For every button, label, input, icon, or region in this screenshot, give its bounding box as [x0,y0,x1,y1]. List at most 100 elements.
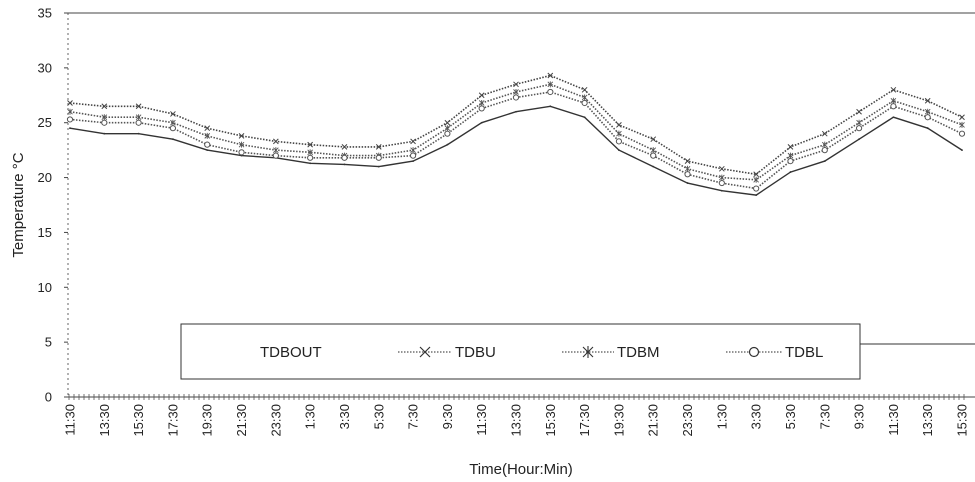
x-tick-label: 19:30 [611,404,626,437]
data-point-tdbm [101,114,108,121]
data-point-tdbm [238,141,245,148]
data-point-tdbm [616,130,622,137]
data-point-tdbout [652,165,655,168]
legend-label-tdbout: TDBOUT [260,344,322,361]
data-point-tdbm [547,81,554,88]
data-point-tdbu [650,136,657,143]
data-point-tdbout [343,163,346,166]
data-point-tdbu [959,114,965,121]
data-point-tdbl [272,152,279,159]
data-point-tdbl [512,94,520,101]
data-point-tdbl [615,138,623,145]
data-point-tdbu [170,111,176,117]
x-tick-label: 13:30 [97,404,112,437]
data-point-tdbl [135,119,142,126]
data-point-tdbl [169,125,177,132]
data-point-tdbout [618,149,620,152]
y-tick-label: 10 [38,280,52,295]
y-axis-title: Temperature °C [10,152,27,257]
y-tick-label: 0 [45,390,52,405]
data-point-tdbu [135,103,142,110]
data-point-tdbout [446,143,449,146]
data-point-tdbout [69,127,71,130]
data-point-tdbu [444,119,451,126]
data-point-tdbout [549,105,552,108]
data-point-tdbm [856,119,862,126]
legend-label-tdbl: TDBL [785,344,823,361]
x-tick-label: 15:30 [543,404,558,437]
x-tick-label: 5:30 [783,404,798,429]
data-point-tdbout [686,182,689,184]
data-point-tdbout [137,132,140,135]
data-point-tdbout [892,116,895,119]
y-tick-label: 35 [38,6,52,21]
data-point-tdbm [273,147,279,154]
data-point-tdbm [684,165,691,172]
data-point-tdbl [581,99,588,107]
data-point-tdbm [135,114,142,121]
legend-marker-tdbm-star-icon [582,346,594,358]
data-point-tdbu [856,108,862,115]
data-point-tdbl [66,116,74,123]
x-tick-label: 13:30 [920,404,935,437]
data-point-tdbl [101,119,108,126]
data-point-tdbout [926,127,929,130]
data-point-tdbout [858,138,860,141]
data-point-tdbm [478,99,485,106]
data-point-tdbl [787,158,794,165]
data-point-tdbu [821,130,828,137]
legend-label-tdbu: TDBU [455,344,496,361]
data-point-tdbl [890,103,897,110]
x-tick-label: 23:30 [268,404,283,437]
data-point-tdbm [821,141,828,148]
data-point-tdbout [583,116,586,119]
x-tick-label: 7:30 [406,404,421,429]
data-point-tdbu [238,133,245,139]
data-point-tdbout [961,149,963,152]
data-point-tdbl [375,154,382,161]
x-tick-label: 11:30 [63,404,78,436]
data-point-tdbu [410,138,416,145]
data-point-tdbout [515,110,517,113]
data-point-tdbm [890,97,897,104]
data-point-tdbu [684,158,691,164]
data-point-tdbm [410,147,416,154]
x-tick-label: 3:30 [749,404,764,429]
data-point-tdbu [924,97,931,104]
series-layer [66,72,966,197]
data-point-tdbl [478,105,485,112]
data-point-tdbout [755,194,758,197]
x-tick-label: 21:30 [646,404,661,437]
legend-marker-tdbu-x-icon [419,346,431,358]
data-point-tdbm [753,176,759,183]
data-point-tdbu [67,100,73,106]
data-point-tdbl [924,114,931,121]
x-axis-ticks: 11:30 13:30 15:30 17:30 19:30 21:30 23:30 1:30 3… [63,394,970,437]
data-point-tdbu [718,165,725,172]
data-point-tdbu [101,103,108,110]
data-point-tdbl [409,152,417,159]
x-tick-label: 17:30 [165,404,180,437]
data-point-tdbout [789,171,792,173]
y-tick-label: 20 [38,170,52,185]
y-tick-label: 5 [45,335,52,350]
x-tick-label: 23:30 [680,404,695,437]
data-point-tdbl [958,130,966,137]
data-point-tdbout [103,132,106,135]
x-tick-label: 1:30 [714,404,729,429]
x-tick-label: 7:30 [817,404,832,429]
y-tick-label: 15 [38,225,52,240]
data-point-tdbm [513,88,519,95]
data-point-tdbm [787,152,794,159]
x-tick-label: 19:30 [200,404,215,437]
data-point-tdbl [341,154,348,161]
data-point-tdbu [307,141,314,148]
data-point-tdbm [444,125,451,132]
series-line-tdbout [69,105,963,196]
data-point-tdbout [823,160,826,163]
x-axis-title: Time(Hour:Min) [469,461,573,478]
x-tick-label: 13:30 [509,404,524,437]
data-point-tdbout [720,189,723,192]
data-point-tdbm [924,108,931,115]
